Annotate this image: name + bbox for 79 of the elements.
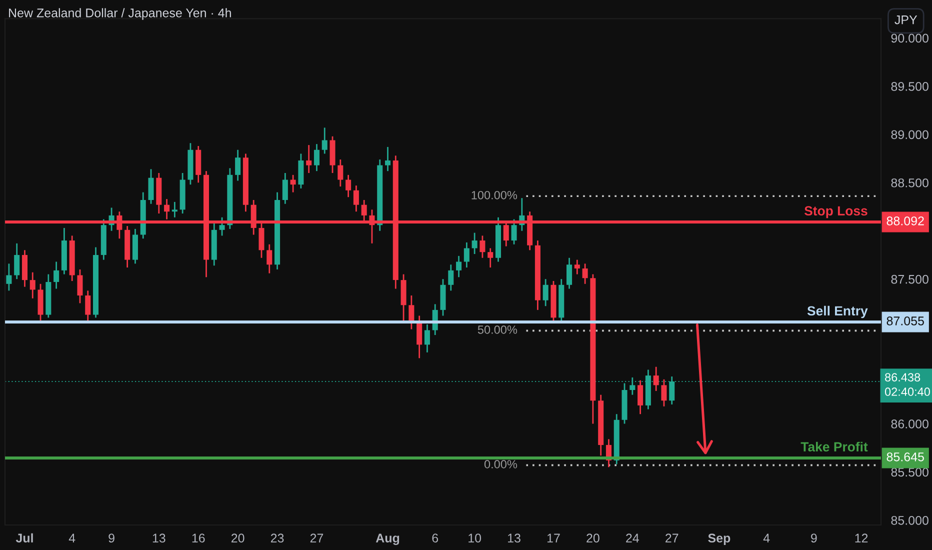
- candlestick: [653, 366, 659, 392]
- candlestick: [480, 234, 486, 259]
- text: JPY: [894, 16, 918, 24]
- x-tick-label: Sep: [708, 534, 730, 545]
- candlestick: [630, 376, 636, 396]
- x-tick-label: 24: [626, 534, 639, 542]
- candlestick: [424, 324, 430, 354]
- text: 88.092: [886, 216, 924, 226]
- y-tick-label: 90.000: [891, 34, 928, 43]
- candlestick: [582, 262, 588, 285]
- candlestick: [219, 216, 225, 236]
- candlestick: [456, 255, 462, 278]
- y-tick-label: 88.500: [891, 178, 928, 188]
- y-tick-label: 86.000: [891, 420, 928, 428]
- candlestick: [661, 378, 667, 408]
- x-tick-label: 13: [152, 534, 166, 543]
- x-tick-label: 20: [231, 534, 244, 543]
- annotation: 0.00%: [484, 460, 518, 468]
- x-tick-label: 4: [763, 534, 770, 542]
- x-tick-label: 27: [310, 534, 324, 542]
- candlestick: [353, 184, 359, 212]
- ref-line-label: Take Profit: [800, 442, 868, 452]
- ref-line-label: 86.438: [885, 373, 920, 382]
- candlestick: [282, 172, 288, 205]
- candlestick: [338, 158, 344, 188]
- candlestick: [314, 143, 320, 172]
- candlestick: [322, 126, 328, 154]
- candlestick: [266, 244, 272, 274]
- y-tick-label: 87.500: [891, 274, 928, 284]
- text: 87.055: [886, 316, 924, 326]
- candlestick: [148, 168, 154, 205]
- candlestick: [408, 294, 414, 330]
- x-tick-label: Jul: [16, 533, 33, 543]
- x-tick-label: 10: [468, 534, 482, 543]
- candlestick: [464, 242, 470, 268]
- x-tick-label: 17: [547, 534, 560, 542]
- candlestick: [488, 248, 494, 268]
- candlestick: [346, 174, 352, 198]
- candlestick: [6, 262, 12, 292]
- candlestick: [574, 259, 580, 275]
- candlestick: [172, 201, 178, 218]
- candlestick: [290, 174, 296, 193]
- x-tick-label: 23: [270, 534, 284, 543]
- x-tick-label: Aug: [376, 534, 400, 545]
- text: 02:40:40: [884, 388, 930, 396]
- x-tick-label: 9: [811, 534, 817, 543]
- x-tick-label: 16: [192, 534, 205, 543]
- y-tick-label: 85.000: [891, 516, 928, 525]
- x-tick-label: 13: [508, 534, 520, 543]
- annotation: 100.00%: [472, 190, 518, 200]
- y-tick-label: 85.500: [891, 468, 928, 477]
- candlestick: [14, 242, 20, 280]
- candlestick: [542, 278, 548, 307]
- y-tick-label: 89.500: [891, 82, 928, 91]
- candlestick: [638, 380, 644, 415]
- candlestick: [54, 261, 60, 290]
- ref-line-label: Sell Entry: [807, 306, 868, 318]
- x-tick-label: 9: [108, 534, 114, 543]
- candlestick: [511, 218, 517, 246]
- x-tick-label: 12: [855, 534, 868, 542]
- x-tick-label: 6: [432, 534, 438, 543]
- candlestick: [30, 272, 36, 300]
- ref-line-label: Stop Loss: [804, 206, 868, 218]
- candlestick: [566, 257, 572, 290]
- x-tick-label: 20: [586, 534, 600, 543]
- candlestick: [472, 232, 478, 255]
- candlestick: [77, 268, 83, 304]
- candlestick: [306, 144, 312, 174]
- chart-title: New Zealand Dollar / Japanese Yen · 4h: [9, 8, 231, 20]
- text: 85.645: [886, 452, 924, 462]
- x-tick-label: 4: [68, 534, 76, 542]
- candlestick: [384, 146, 391, 172]
- candlestick: [85, 290, 91, 324]
- y-tick-label: 89.000: [891, 130, 928, 140]
- candlestick: [448, 264, 454, 292]
- annotation: 50.00%: [478, 325, 518, 334]
- candlestick: [669, 376, 675, 406]
- candlestick: [235, 149, 241, 182]
- x-tick-label: 27: [666, 534, 678, 542]
